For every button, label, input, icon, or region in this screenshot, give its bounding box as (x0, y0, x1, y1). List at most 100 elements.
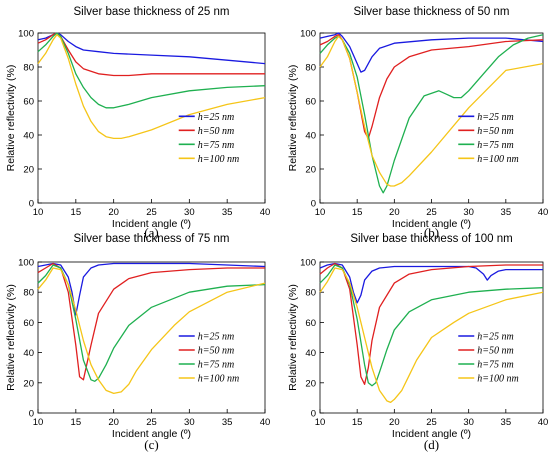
series-line-h-25-nm (319, 262, 543, 304)
y-tick-label: 80 (23, 63, 34, 74)
x-axis-label: Incident angle (º) (392, 428, 471, 440)
legend-label: h=25 nm (198, 331, 234, 342)
x-tick-label: 15 (71, 417, 82, 428)
x-axis-label: Incident angle (º) (112, 428, 191, 440)
x-tick-label: 15 (352, 207, 363, 218)
chart-title: Silver base thickness of 50 nm (354, 6, 510, 18)
x-tick-label: 30 (184, 417, 195, 428)
x-tick-label: 35 (222, 207, 233, 218)
legend-label: h=25 nm (198, 112, 234, 123)
x-tick-label: 20 (108, 207, 119, 218)
series-line-h-75-nm (319, 264, 544, 387)
legend-label: h=50 nm (477, 345, 513, 356)
y-tick-label: 100 (300, 258, 316, 269)
y-tick-label: 0 (29, 409, 34, 420)
x-tick-label: 35 (501, 417, 512, 428)
y-tick-label: 60 (305, 97, 316, 108)
y-tick-label: 100 (18, 29, 34, 40)
x-tick-label: 30 (463, 417, 474, 428)
x-tick-label: 10 (315, 207, 326, 218)
legend-label: h=75 nm (198, 140, 234, 151)
y-tick-label: 100 (300, 29, 316, 40)
y-tick-label: 40 (305, 348, 316, 359)
y-tick-label: 40 (305, 131, 316, 142)
x-tick-label: 25 (426, 417, 437, 428)
legend-label: h=100 nm (477, 154, 518, 165)
y-tick-label: 20 (23, 378, 34, 389)
x-tick-label: 40 (538, 417, 549, 428)
y-tick-label: 60 (23, 97, 34, 108)
legend-label: h=75 nm (477, 359, 513, 370)
series-line-h-25-nm (37, 262, 266, 316)
x-tick-label: 25 (146, 207, 157, 218)
x-tick-label: 10 (315, 417, 326, 428)
series-line-h-100-nm (37, 34, 266, 140)
legend-label: h=100 nm (198, 154, 239, 165)
y-axis-label: Relative reflectivity (%) (287, 65, 299, 172)
x-tick-label: 10 (33, 207, 44, 218)
x-tick-label: 30 (463, 207, 474, 218)
x-tick-label: 20 (108, 417, 119, 428)
y-tick-label: 40 (23, 131, 34, 142)
series-line-h-25-nm (37, 32, 266, 65)
y-tick-label: 20 (23, 165, 34, 176)
series-line-h-75-nm (37, 264, 266, 382)
legend-label: h=75 nm (198, 359, 234, 370)
y-tick-label: 0 (311, 409, 316, 420)
panel-label: (a) (144, 225, 158, 240)
y-tick-label: 0 (29, 199, 34, 210)
y-tick-label: 60 (305, 318, 316, 329)
x-axis-label: Incident angle (º) (392, 218, 471, 230)
y-tick-label: 100 (18, 258, 34, 269)
series-line-h-50-nm (37, 262, 265, 381)
x-tick-label: 30 (184, 207, 195, 218)
series-line-h-50-nm (319, 34, 544, 140)
chart-panel-2: Silver base thickness of 50 nm 10 15 20 25 30… (287, 6, 548, 240)
panel-label: (c) (144, 437, 158, 452)
y-tick-label: 80 (305, 288, 316, 299)
legend-label: h=75 nm (477, 140, 513, 151)
series-line-h-100-nm (319, 35, 544, 187)
y-tick-label: 40 (23, 348, 34, 359)
x-tick-label: 20 (389, 207, 400, 218)
series-line-h-100-nm (37, 267, 266, 395)
x-tick-label: 10 (33, 417, 44, 428)
chart-panel-4: Silver base thickness of 100 nm 10 15 20 25 3… (287, 233, 548, 452)
series-line-h-75-nm (37, 32, 266, 109)
series-line-h-100-nm (319, 267, 544, 404)
x-tick-label: 35 (222, 417, 233, 428)
x-tick-label: 20 (389, 417, 400, 428)
chart-title: Silver base thickness of 100 nm (350, 233, 512, 245)
chart-panel-3: Silver base thickness of 75 nm 10 15 20 25 30… (5, 233, 270, 452)
x-tick-label: 40 (538, 207, 549, 218)
chart-title: Silver base thickness of 25 nm (74, 6, 230, 18)
series-line-h-25-nm (319, 32, 544, 73)
y-tick-label: 0 (311, 199, 316, 210)
legend-label: h=50 nm (198, 345, 234, 356)
x-axis-label: Incident angle (º) (112, 218, 191, 230)
panel-label: (d) (424, 437, 439, 452)
legend-label: h=50 nm (198, 126, 234, 137)
chart-title: Silver base thickness of 75 nm (74, 233, 230, 245)
y-tick-label: 20 (305, 378, 316, 389)
y-tick-label: 80 (305, 63, 316, 74)
y-axis-label: Relative reflectivity (%) (287, 284, 299, 391)
y-axis-label: Relative reflectivity (%) (5, 284, 17, 391)
x-tick-label: 25 (426, 207, 437, 218)
chart-panel-1: Silver base thickness of 25 nm 10 15 20 25 30… (5, 6, 270, 240)
y-tick-label: 20 (305, 165, 316, 176)
x-tick-label: 15 (352, 417, 363, 428)
panel-label: (b) (424, 225, 439, 240)
series-line-h-50-nm (37, 32, 265, 77)
legend-label: h=100 nm (198, 373, 239, 384)
y-tick-label: 60 (23, 318, 34, 329)
x-tick-label: 40 (260, 207, 271, 218)
y-tick-label: 80 (23, 288, 34, 299)
legend-label: h=50 nm (477, 126, 513, 137)
x-tick-label: 35 (501, 207, 512, 218)
x-tick-label: 15 (71, 207, 82, 218)
x-tick-label: 40 (260, 417, 271, 428)
legend-label: h=25 nm (477, 112, 513, 123)
x-tick-label: 25 (146, 417, 157, 428)
